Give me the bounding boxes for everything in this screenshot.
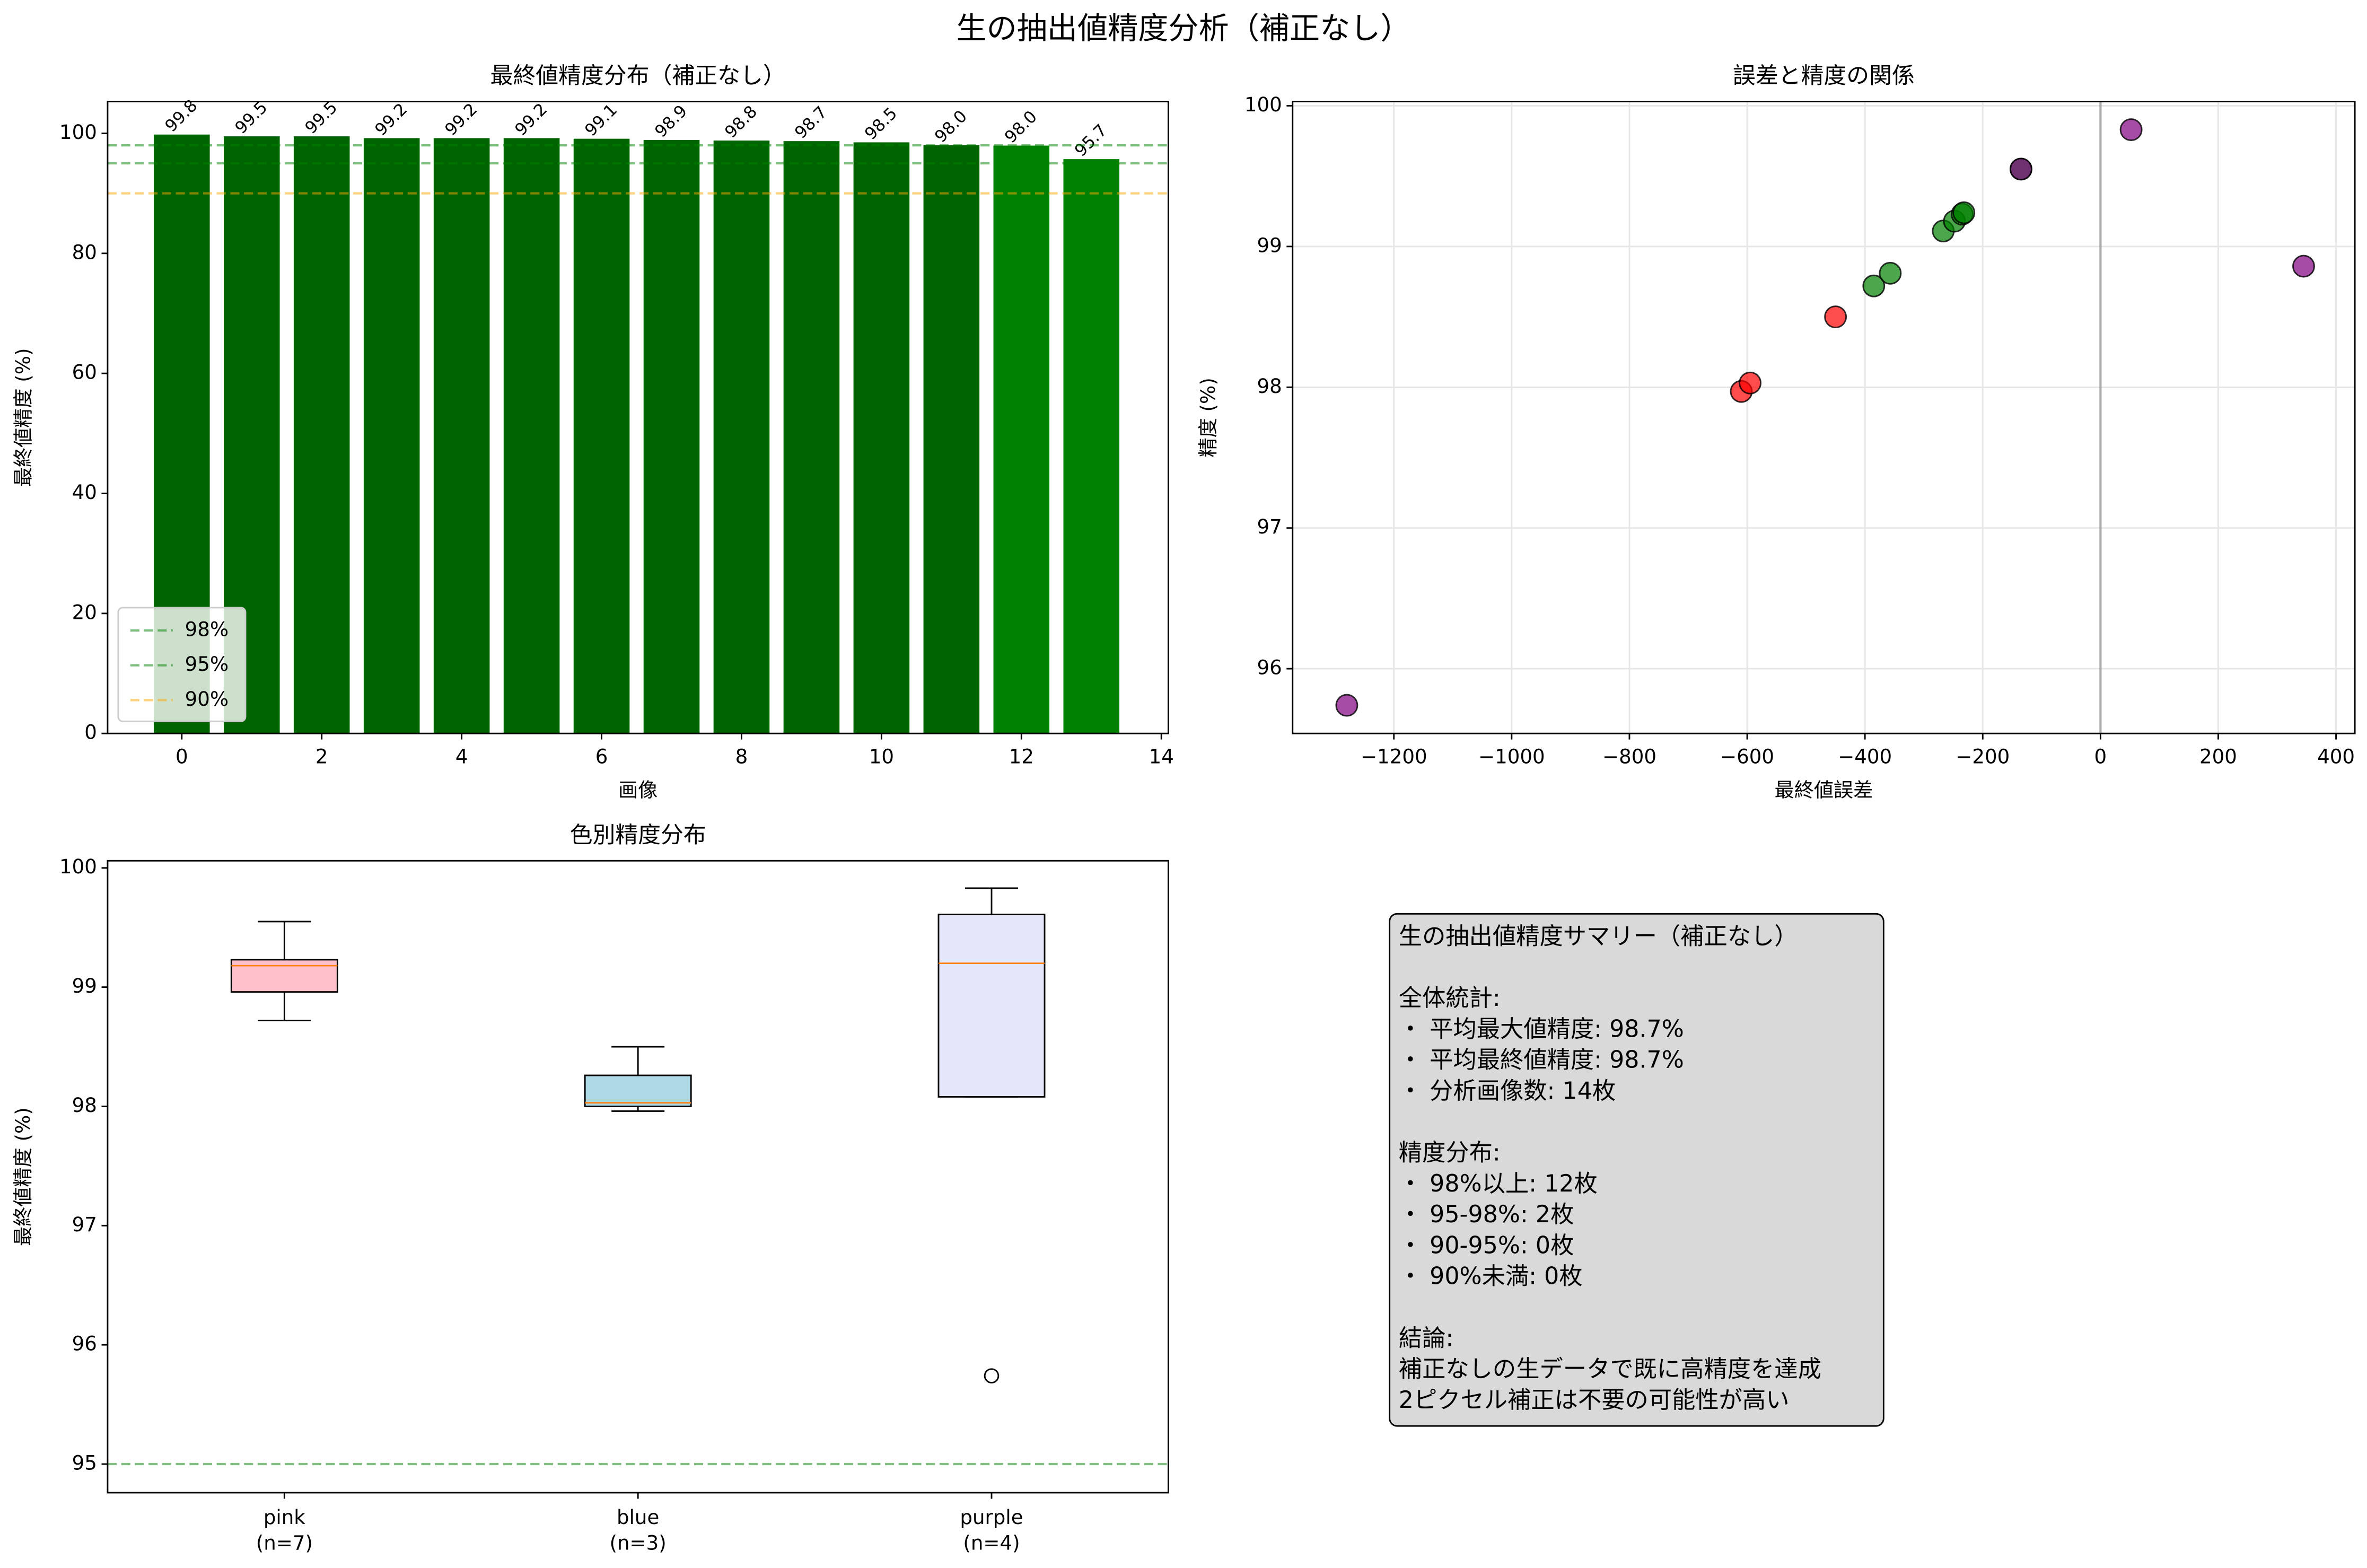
bar (993, 145, 1050, 734)
x-tick-label: 10 (869, 745, 894, 768)
bar (643, 139, 700, 734)
bar (853, 142, 910, 734)
summary-line: ・ 95-98%: 2枚 (1399, 1201, 1574, 1228)
y-axis-label: 最終値精度 (%) (12, 1107, 34, 1246)
bar (433, 138, 490, 734)
x-tick-label: −600 (1720, 745, 1774, 768)
summary-line: 全体統計: (1399, 985, 1501, 1012)
bar (713, 141, 770, 734)
summary-line: 2ピクセル補正は不要の可能性が高い (1399, 1387, 1790, 1414)
x-axis-label: 最終値誤差 (1775, 778, 1873, 801)
x-tick-label: −1200 (1361, 745, 1427, 768)
summary-line: 生の抽出値精度サマリー（補正なし） (1399, 923, 1798, 950)
x-tick-label: −400 (1838, 745, 1892, 768)
y-tick-label: 96 (1257, 656, 1282, 679)
summary-panel: 生の抽出値精度サマリー（補正なし） 全体統計: ・ 平均最大値精度: 98.7% ・ … (1389, 913, 1884, 1427)
y-tick-label: 0 (84, 721, 97, 744)
x-tick-label: 2 (315, 745, 328, 768)
y-tick-label: 60 (72, 361, 97, 384)
box (584, 1074, 692, 1107)
x-tick-label: 4 (455, 745, 468, 768)
y-axis-label: 精度 (%) (1197, 378, 1220, 457)
chart-title: 色別精度分布 (570, 822, 706, 848)
x-tick-label: 12 (1009, 745, 1034, 768)
legend-box (117, 607, 247, 722)
summary-line: 精度分布: (1399, 1140, 1501, 1167)
summary-box (1389, 913, 1884, 1427)
x-tick-label: pink (264, 1506, 305, 1529)
legend-label: 90% (185, 688, 229, 711)
summary-line: ・ 平均最終値精度: 98.7% (1399, 1047, 1684, 1074)
y-tick-label: 98 (1257, 375, 1282, 398)
bar (293, 136, 350, 734)
y-tick-label: 80 (72, 241, 97, 264)
y-tick-label: 96 (72, 1333, 97, 1355)
x-tick-label: 0 (176, 745, 188, 768)
flier (984, 1368, 1000, 1383)
x-tick-label: 8 (735, 745, 748, 768)
y-tick-label: 40 (72, 481, 97, 504)
scatter-point (2119, 118, 2143, 141)
x-tick-label: −200 (1956, 745, 2010, 768)
summary-line: 結論: (1399, 1325, 1453, 1352)
scatter-point (1952, 201, 1976, 224)
bar (503, 138, 560, 734)
legend-label: 95% (185, 653, 229, 676)
plot-frame (107, 101, 1169, 734)
bar (783, 141, 840, 734)
scatter-point (1862, 274, 1886, 297)
y-tick-label: 99 (1257, 234, 1282, 257)
scatter-point (1335, 694, 1358, 717)
scatter-point (1879, 261, 1902, 285)
scatter-point (1824, 305, 1847, 328)
x-tick-label: (n=7) (256, 1532, 313, 1555)
summary-line: ・ 98%以上: 12枚 (1399, 1170, 1598, 1197)
y-tick-label: 99 (72, 975, 97, 997)
y-tick-label: 20 (72, 601, 97, 624)
x-tick-label: purple (960, 1506, 1023, 1529)
plot-frame (1292, 101, 2356, 734)
plot-frame (107, 860, 1169, 1494)
x-tick-label: 200 (2199, 745, 2237, 768)
scatter-point (2010, 157, 2032, 181)
summary-line: ・ 分析画像数: 14枚 (1399, 1078, 1616, 1105)
x-axis-label: 画像 (618, 778, 658, 801)
chart-title: 誤差と精度の関係 (1733, 63, 1915, 89)
scatter-point (1739, 371, 1762, 395)
y-tick-label: 97 (72, 1213, 97, 1236)
chart-title: 最終値精度分布（補正なし） (490, 63, 786, 89)
box (230, 959, 338, 993)
summary-line: ・ 90-95%: 0枚 (1399, 1232, 1574, 1259)
x-tick-label: 6 (595, 745, 608, 768)
bar (923, 145, 980, 734)
summary-line: ・ 平均最大値精度: 98.7% (1399, 1015, 1684, 1043)
summary-line: 補正なしの生データで既に高精度を達成 (1399, 1356, 1821, 1383)
y-tick-label: 98 (72, 1094, 97, 1117)
x-tick-label: (n=4) (963, 1532, 1020, 1555)
y-tick-label: 100 (1244, 93, 1282, 116)
figure-title: 生の抽出値精度分析（補正なし） (956, 11, 1410, 46)
x-tick-label: (n=3) (610, 1532, 667, 1555)
y-tick-label: 97 (1257, 515, 1282, 538)
x-tick-label: −1000 (1478, 745, 1545, 768)
x-tick-label: 0 (2094, 745, 2107, 768)
y-tick-label: 100 (59, 121, 97, 144)
scatter-point (2292, 255, 2315, 278)
y-tick-label: 100 (59, 855, 97, 878)
legend-label: 98% (185, 618, 229, 641)
y-axis-label: 最終値精度 (%) (12, 348, 34, 487)
x-tick-label: 400 (2317, 745, 2355, 768)
box (937, 914, 1046, 1098)
x-tick-label: 14 (1149, 745, 1174, 768)
x-tick-label: −800 (1602, 745, 1656, 768)
bar (363, 138, 420, 734)
bar (1063, 159, 1120, 734)
x-tick-label: blue (617, 1506, 659, 1529)
y-tick-label: 95 (72, 1452, 97, 1475)
bar (573, 138, 630, 734)
summary-line: ・ 90%未満: 0枚 (1399, 1263, 1583, 1290)
